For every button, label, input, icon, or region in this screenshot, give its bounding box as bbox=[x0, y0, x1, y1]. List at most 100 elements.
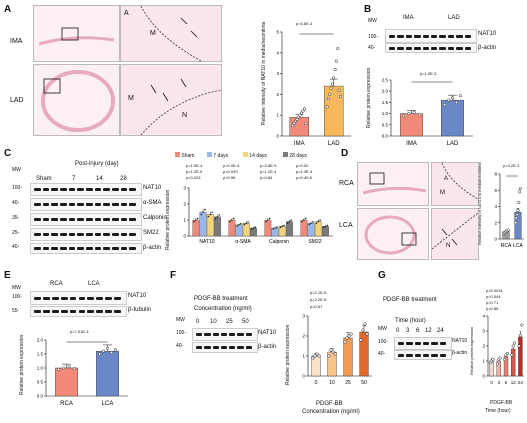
data-point bbox=[193, 220, 195, 223]
f-mw-100: 100- bbox=[176, 330, 187, 336]
c-p11: p=0.40-9 bbox=[296, 175, 312, 180]
data-point bbox=[417, 113, 421, 117]
y-tick-label: 2 bbox=[482, 344, 485, 349]
blot-band bbox=[129, 233, 136, 236]
blot-band bbox=[229, 333, 236, 336]
blot-band bbox=[87, 310, 95, 313]
bar bbox=[441, 99, 464, 137]
y-tick-label: 5 bbox=[276, 30, 279, 35]
blot-band bbox=[105, 296, 113, 300]
blot-band bbox=[42, 218, 50, 221]
data-point bbox=[511, 344, 515, 348]
data-point bbox=[518, 187, 522, 191]
bar bbox=[511, 348, 516, 377]
g-lane-24: 24 bbox=[437, 328, 444, 334]
y-tick-label: 6 bbox=[494, 188, 497, 193]
blot-band bbox=[94, 233, 102, 236]
g-protein-actin: β-actin bbox=[452, 350, 468, 356]
bar bbox=[343, 337, 353, 377]
data-point bbox=[243, 223, 246, 226]
x-tick-label: α-SMA bbox=[235, 239, 251, 245]
blot-band bbox=[60, 310, 68, 313]
data-point bbox=[236, 225, 239, 227]
data-point bbox=[265, 220, 267, 223]
data-point bbox=[102, 349, 106, 353]
data-point bbox=[67, 365, 71, 369]
histology-lca-inset bbox=[431, 208, 479, 260]
data-point bbox=[301, 109, 305, 113]
histology-lad-inset bbox=[120, 64, 222, 136]
f-xtitle: PDGF-BB bbox=[316, 401, 343, 407]
blot-band bbox=[34, 310, 41, 313]
blot-band bbox=[120, 247, 128, 250]
blot-band bbox=[77, 233, 84, 236]
e-protein-nat10: NAT10 bbox=[128, 293, 147, 299]
data-point bbox=[288, 220, 291, 223]
blot-band bbox=[86, 247, 93, 250]
x-tick-label: LCA bbox=[102, 401, 114, 407]
f-mw-label: MW bbox=[176, 317, 185, 323]
y-tick-label: 2 bbox=[302, 334, 305, 339]
blot-band bbox=[60, 247, 67, 250]
blot-band bbox=[439, 342, 446, 345]
f-lane-10: 10 bbox=[210, 319, 217, 325]
b-mw-label: MW bbox=[368, 18, 377, 24]
blot-band bbox=[431, 34, 438, 38]
g-xsub: Time (hour) bbox=[485, 408, 511, 414]
bar bbox=[518, 336, 523, 377]
f-p1: p=2.2E-5 bbox=[310, 297, 327, 302]
blot-band bbox=[60, 233, 67, 236]
data-point bbox=[245, 222, 248, 224]
f-protein-nat10: NAT10 bbox=[258, 330, 277, 336]
bar bbox=[206, 214, 214, 237]
data-point bbox=[276, 226, 278, 228]
blot-band bbox=[196, 333, 203, 336]
x-tick-label: 0 bbox=[315, 380, 318, 386]
data-point bbox=[304, 121, 308, 126]
f-protein-actin: β-actin bbox=[258, 344, 277, 350]
blot-band bbox=[220, 346, 228, 349]
blot-band bbox=[245, 346, 252, 349]
blot-band bbox=[51, 203, 58, 206]
data-point bbox=[292, 121, 296, 126]
y-tick-label: 1 bbox=[482, 359, 485, 364]
data-point bbox=[329, 86, 333, 90]
blot-band bbox=[423, 342, 430, 345]
c-p3: p=0.0E-4 bbox=[223, 163, 240, 168]
inset-label-n-d: N bbox=[446, 243, 451, 249]
y-tick-label: 1.5 bbox=[382, 100, 389, 105]
b-mw-40: 40- bbox=[368, 45, 376, 51]
b-group-lad: LAD bbox=[448, 15, 460, 21]
data-point bbox=[343, 340, 347, 344]
blot-band bbox=[397, 46, 404, 50]
blot-band bbox=[389, 34, 396, 38]
panel-label-g: G bbox=[378, 270, 386, 281]
data-point bbox=[250, 228, 253, 230]
data-point bbox=[514, 216, 519, 220]
data-point bbox=[291, 124, 295, 128]
b-group-ima: IMA bbox=[403, 15, 414, 21]
b-protein-nat10: NAT10 bbox=[478, 31, 497, 37]
data-point bbox=[517, 344, 521, 348]
inset-label-n-lad: N bbox=[182, 112, 188, 119]
bar bbox=[96, 350, 119, 397]
panel-label-e: E bbox=[4, 270, 11, 281]
data-point bbox=[303, 219, 305, 221]
blot-band bbox=[245, 333, 252, 336]
data-point bbox=[267, 219, 269, 221]
data-point bbox=[317, 354, 321, 358]
b-blot-nat10 bbox=[385, 29, 477, 43]
blot-band bbox=[237, 346, 244, 349]
data-point bbox=[296, 115, 301, 119]
blot-band bbox=[406, 342, 413, 345]
x-tick-label: LAD bbox=[447, 141, 459, 147]
c-header: Post-injury (day) bbox=[75, 161, 119, 167]
g-lane-0: 0 bbox=[396, 328, 400, 334]
chart-f: 0 1 2 3 0 10 25 50 bbox=[302, 314, 372, 386]
data-point bbox=[359, 338, 363, 342]
c-blot-sm22 bbox=[30, 228, 142, 241]
data-point bbox=[294, 119, 298, 123]
c-p5: p=0.96 bbox=[223, 175, 236, 180]
blot-band bbox=[129, 188, 136, 191]
c-p6: p=3.8E-9 bbox=[260, 163, 277, 168]
